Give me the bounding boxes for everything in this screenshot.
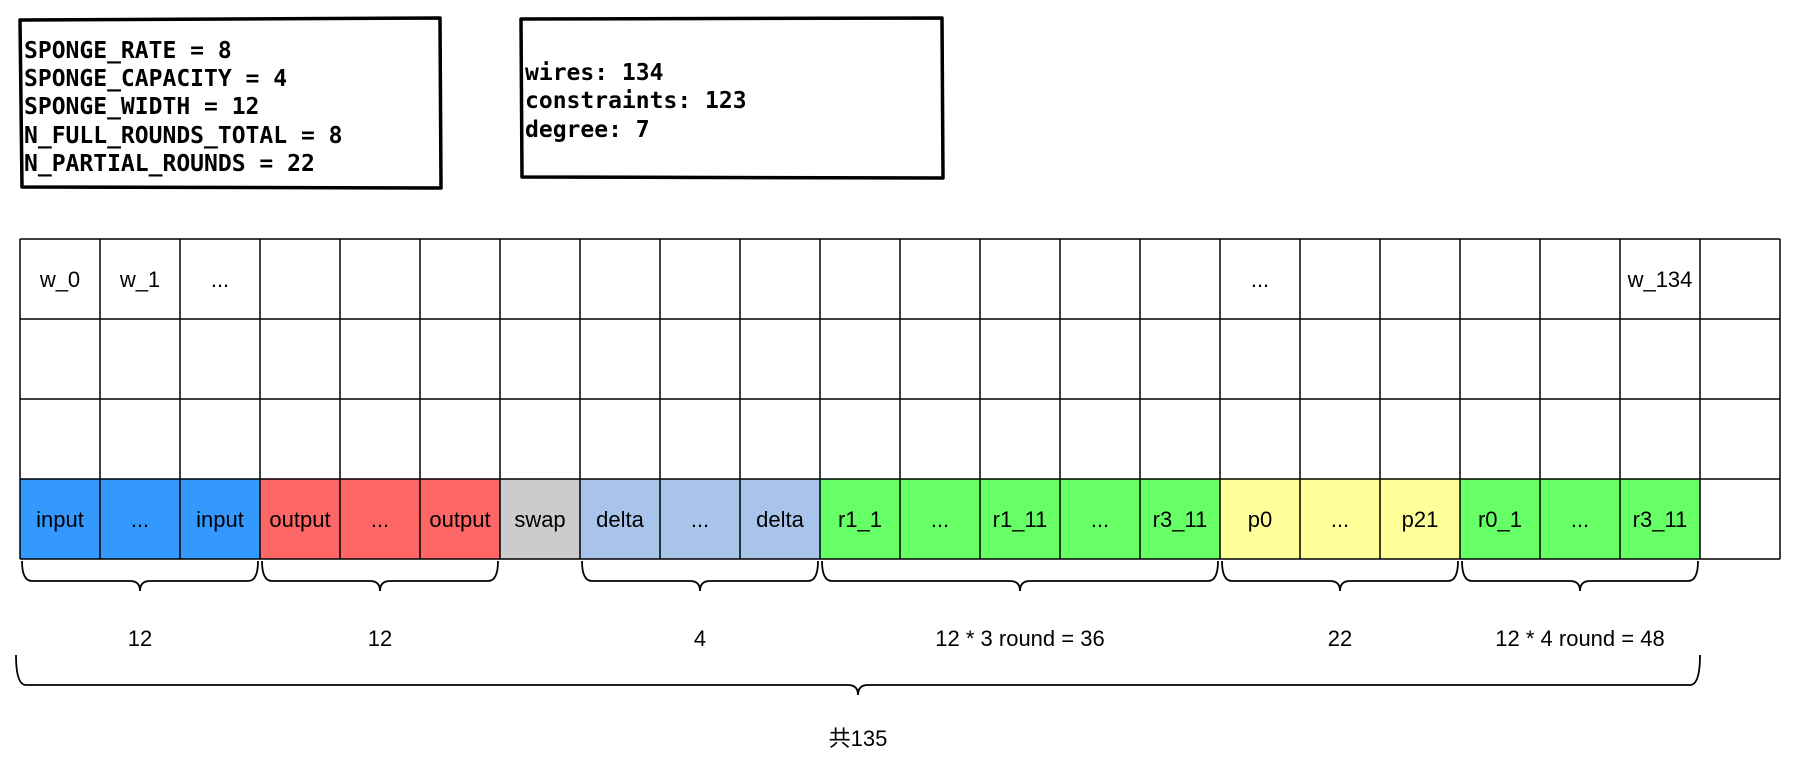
- wire-header-label: w_0: [39, 267, 80, 292]
- brace-shape: [1461, 560, 1699, 592]
- colored-cell-fill: [1380, 479, 1460, 559]
- wire-header-label: w_134: [1627, 267, 1693, 292]
- stats-box: wires: 134 constraints: 123 degree: 7: [519, 16, 945, 180]
- wire-cell-label: delta: [756, 507, 804, 532]
- brace-label: 12 * 3 round = 36: [935, 626, 1104, 651]
- brace-label: 22: [1328, 626, 1352, 651]
- colored-cell-fill: [500, 479, 580, 559]
- brace-label: 共135: [829, 726, 888, 751]
- colored-cell-fill: [820, 479, 900, 559]
- config-line: N_PARTIAL_ROUNDS = 22: [24, 151, 315, 177]
- wire-cell-label: ...: [691, 507, 709, 532]
- wire-cell-label: r0_1: [1478, 507, 1522, 532]
- brace-shape: [261, 560, 499, 592]
- brace-label: 4: [694, 626, 706, 651]
- colored-cell-fill: [980, 479, 1060, 559]
- wire-cell-label: p0: [1248, 507, 1272, 532]
- group-braces: 12 12 4 12 * 3 round = 36 22 12 * 4 round = 4…: [15, 560, 1701, 751]
- wire-cell-label: swap: [514, 507, 565, 532]
- config-line: SPONGE_RATE = 8: [24, 38, 232, 64]
- wire-cell-label: r1_11: [993, 507, 1048, 532]
- colored-cell-fill: [1140, 479, 1220, 559]
- colored-cell-fill: [180, 479, 260, 559]
- brace-label: 12 * 4 round = 48: [1495, 626, 1664, 651]
- stats-line: degree: 7: [525, 117, 650, 143]
- config-line: SPONGE_CAPACITY = 4: [24, 66, 287, 92]
- colored-cell-fill: [660, 479, 740, 559]
- wire-header-label: ...: [211, 267, 229, 292]
- brace-shape: [15, 654, 1701, 696]
- config-line: SPONGE_WIDTH = 12: [24, 94, 259, 120]
- stats-line: wires: 134: [525, 60, 663, 86]
- colored-cell-fill: [1700, 479, 1780, 559]
- wire-cell-label: r3_11: [1153, 507, 1208, 532]
- colored-cell-fill: [1060, 479, 1140, 559]
- wire-cell-label: output: [429, 507, 490, 532]
- wire-cell-label: r3_11: [1633, 507, 1688, 532]
- brace-shape: [21, 560, 259, 592]
- config-line: N_FULL_ROUNDS_TOTAL = 8: [24, 123, 343, 149]
- wire-header-label: w_1: [119, 267, 160, 292]
- wire-cell-label: p21: [1402, 507, 1439, 532]
- colored-cell-fill: [1300, 479, 1380, 559]
- wire-cell-label: ...: [931, 507, 949, 532]
- wire-cell-label: r1_1: [838, 507, 882, 532]
- wire-cell-label: ...: [1571, 507, 1589, 532]
- colored-cell-fill: [260, 479, 340, 559]
- wire-cell-label: ...: [1331, 507, 1349, 532]
- brace-shape: [581, 560, 819, 592]
- wire-header-label: ...: [1251, 267, 1269, 292]
- wire-cell-label: ...: [131, 507, 149, 532]
- colored-cell-fill: [1620, 479, 1700, 559]
- colored-cell-fill: [900, 479, 980, 559]
- brace-shape: [821, 560, 1219, 592]
- brace-shape: [1221, 560, 1459, 592]
- wire-cell-label: output: [269, 507, 330, 532]
- wire-cell-label: input: [196, 507, 244, 532]
- colored-cell-fill: [1220, 479, 1300, 559]
- wire-cell-label: ...: [1091, 507, 1109, 532]
- brace-label: 12: [368, 626, 392, 651]
- stats-line: constraints: 123: [525, 88, 747, 114]
- colored-cell-fill: [420, 479, 500, 559]
- wire-cell-label: input: [36, 507, 84, 532]
- colored-cell-fill: [20, 479, 100, 559]
- colored-cell-fill: [340, 479, 420, 559]
- wire-cell-label: ...: [371, 507, 389, 532]
- colored-cell-fill: [1460, 479, 1540, 559]
- colored-cell-fill: [740, 479, 820, 559]
- colored-cell-fill: [580, 479, 660, 559]
- wire-cell-label: delta: [596, 507, 644, 532]
- brace-label: 12: [128, 626, 152, 651]
- config-box: SPONGE_RATE = 8 SPONGE_CAPACITY = 4 SPON…: [18, 16, 443, 190]
- colored-cell-fill: [100, 479, 180, 559]
- colored-cell-fill: [1540, 479, 1620, 559]
